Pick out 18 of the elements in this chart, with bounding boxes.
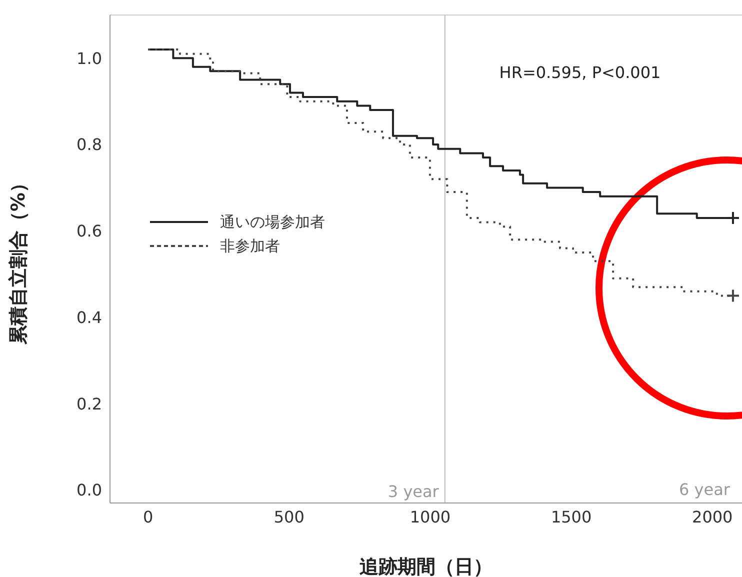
y-tick-label: 0.2 xyxy=(76,394,102,414)
annotation: HR=0.595, P<0.001 xyxy=(499,63,661,82)
x-tick-label: 2000 xyxy=(692,507,733,526)
x-tick-label: 1000 xyxy=(410,507,451,526)
x-tick-label: 500 xyxy=(274,507,304,526)
x-tick-label: 1500 xyxy=(550,507,592,526)
x-tick-label: 0 xyxy=(142,507,154,526)
y-tick-label: 1.0 xyxy=(76,48,102,68)
y-tick-label: 0.4 xyxy=(76,308,102,327)
annotation: 6 year xyxy=(679,480,730,499)
legend-label: 通いの場参加者 xyxy=(220,213,325,231)
y-tick-label: 0.6 xyxy=(76,222,102,241)
x-axis-title: 追跡期間（日） xyxy=(358,556,492,577)
y-tick-label: 0.0 xyxy=(76,480,102,500)
legend-label: 非参加者 xyxy=(220,237,280,255)
ref-line-label: 3 year xyxy=(388,482,440,501)
y-tick-label: 0.8 xyxy=(76,135,102,154)
y-axis-title: 累積自立割合（%） xyxy=(8,173,30,346)
